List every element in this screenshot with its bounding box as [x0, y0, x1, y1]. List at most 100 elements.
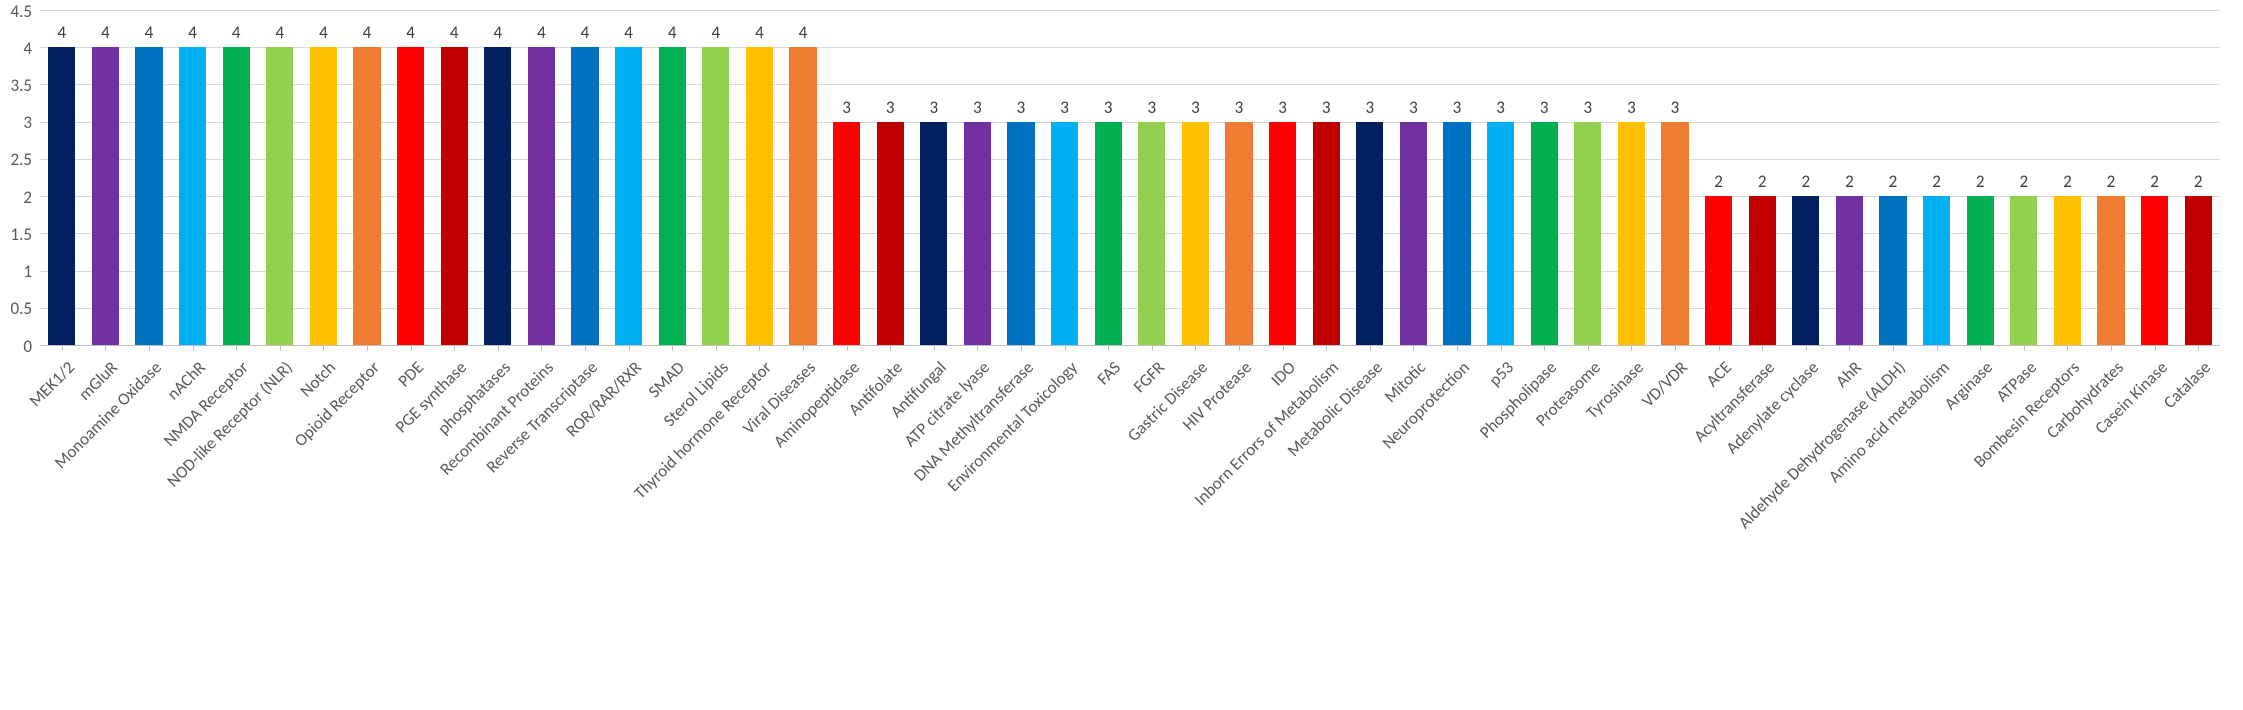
x-tick	[367, 345, 368, 351]
bar-value-label: 3	[1348, 97, 1392, 118]
x-tick	[1195, 345, 1196, 351]
bar	[1095, 122, 1122, 345]
x-tick	[1326, 345, 1327, 351]
x-tick	[1544, 345, 1545, 351]
x-tick	[2067, 345, 2068, 351]
bar-value-label: 3	[1086, 97, 1130, 118]
bar-value-label: 2	[1871, 171, 1915, 192]
x-tick-label: p53	[1484, 357, 1517, 390]
bar	[528, 47, 555, 345]
bar	[2010, 196, 2037, 345]
bar	[2185, 196, 2212, 345]
bar	[1574, 122, 1601, 345]
bar	[397, 47, 424, 345]
y-tick-label: 3.5	[0, 75, 32, 96]
bar-value-label: 3	[1174, 97, 1218, 118]
bar-chart: 4444444444444444443333333333333333333322…	[0, 0, 2243, 710]
y-tick-label: 4	[0, 38, 32, 59]
plot-area: 4444444444444444443333333333333333333322…	[40, 10, 2220, 345]
x-tick	[1370, 345, 1371, 351]
bar	[92, 47, 119, 345]
x-tick-label: PDE	[393, 357, 427, 391]
bar	[1531, 122, 1558, 345]
x-tick	[1980, 345, 1981, 351]
bar-value-label: 4	[650, 22, 694, 43]
bar	[920, 122, 947, 345]
bar	[1618, 122, 1645, 345]
bar	[659, 47, 686, 345]
bar	[179, 47, 206, 345]
bar-value-label: 4	[345, 22, 389, 43]
bar	[1225, 122, 1252, 345]
bar-value-label: 4	[563, 22, 607, 43]
x-tick	[2024, 345, 2025, 351]
bar-value-label: 2	[1828, 171, 1872, 192]
bar	[702, 47, 729, 345]
x-tick	[541, 345, 542, 351]
x-tick	[1849, 345, 1850, 351]
bar-value-label: 4	[84, 22, 128, 43]
bar-value-label: 4	[127, 22, 171, 43]
bar	[1749, 196, 1776, 345]
x-tick	[1675, 345, 1676, 351]
bar-value-label: 2	[2046, 171, 2090, 192]
x-tick-label: MEK1/2	[25, 357, 79, 411]
bar	[353, 47, 380, 345]
bar-value-label: 4	[432, 22, 476, 43]
x-tick	[193, 345, 194, 351]
bar	[48, 47, 75, 345]
x-tick	[1588, 345, 1589, 351]
bar	[1182, 122, 1209, 345]
x-tick	[149, 345, 150, 351]
bar-value-label: 2	[2176, 171, 2220, 192]
bar-value-label: 3	[1479, 97, 1523, 118]
bar-value-label: 4	[389, 22, 433, 43]
x-tick	[629, 345, 630, 351]
x-tick	[1719, 345, 1720, 351]
bar-value-label: 4	[607, 22, 651, 43]
x-tick	[323, 345, 324, 351]
y-tick-label: 1.5	[0, 224, 32, 245]
bar-value-label: 3	[1392, 97, 1436, 118]
x-tick	[1937, 345, 1938, 351]
bar	[1400, 122, 1427, 345]
bar	[833, 122, 860, 345]
bar-value-label: 2	[1784, 171, 1828, 192]
y-tick-label: 0.5	[0, 298, 32, 319]
bar-value-label: 3	[912, 97, 956, 118]
bar-value-label: 2	[1915, 171, 1959, 192]
bar-value-label: 4	[40, 22, 84, 43]
x-tick	[62, 345, 63, 351]
bar-value-label: 2	[1697, 171, 1741, 192]
bar	[746, 47, 773, 345]
x-tick	[1065, 345, 1066, 351]
bar-value-label: 3	[956, 97, 1000, 118]
bar	[1792, 196, 1819, 345]
bar-value-label: 4	[781, 22, 825, 43]
bar-value-label: 4	[214, 22, 258, 43]
x-tick	[716, 345, 717, 351]
bar-value-label: 2	[1740, 171, 1784, 192]
bar	[1705, 196, 1732, 345]
bar	[441, 47, 468, 345]
bar	[484, 47, 511, 345]
bar-value-label: 3	[825, 97, 869, 118]
bar-value-label: 4	[171, 22, 215, 43]
bar-value-label: 2	[2133, 171, 2177, 192]
bar-value-label: 3	[868, 97, 912, 118]
bar-value-label: 3	[1566, 97, 1610, 118]
bar-value-label: 4	[738, 22, 782, 43]
bar	[1967, 196, 1994, 345]
x-tick-label: AhR	[1832, 357, 1867, 392]
x-tick	[2155, 345, 2156, 351]
bars-layer: 4444444444444444443333333333333333333322…	[40, 10, 2220, 345]
bar-value-label: 4	[520, 22, 564, 43]
x-tick	[280, 345, 281, 351]
x-tick	[1806, 345, 1807, 351]
y-tick-label: 2	[0, 187, 32, 208]
x-tick	[1108, 345, 1109, 351]
x-tick	[105, 345, 106, 351]
bar-value-label: 3	[1610, 97, 1654, 118]
bar	[2097, 196, 2124, 345]
bar	[1923, 196, 1950, 345]
